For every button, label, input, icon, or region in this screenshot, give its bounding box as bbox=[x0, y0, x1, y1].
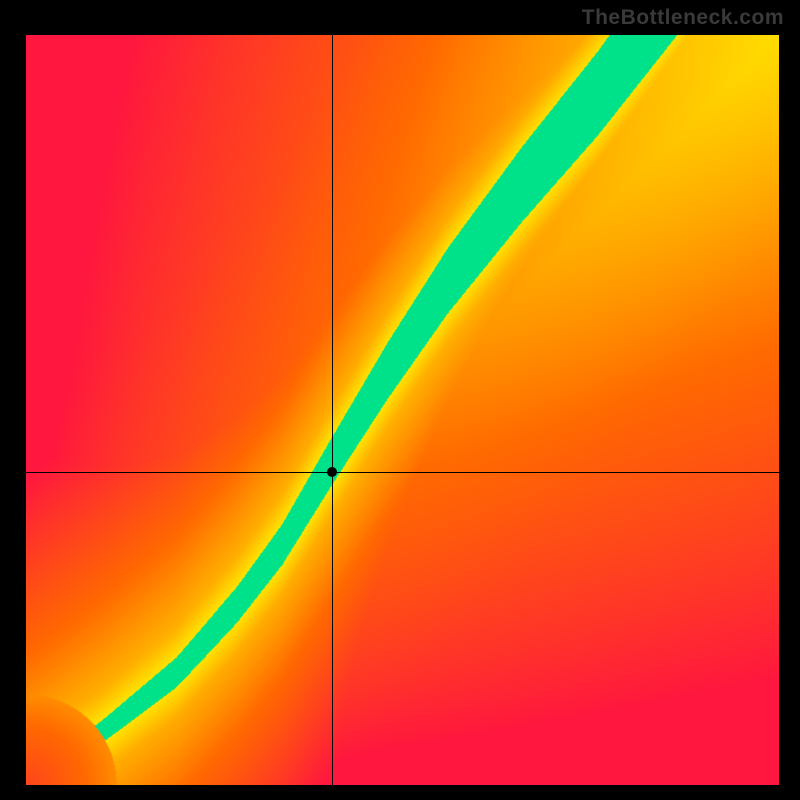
crosshair-vertical bbox=[332, 35, 333, 785]
plot-frame bbox=[26, 35, 779, 785]
watermark-text: TheBottleneck.com bbox=[582, 6, 784, 30]
crosshair-horizontal bbox=[26, 472, 779, 473]
chart-container: TheBottleneck.com bbox=[0, 0, 800, 800]
crosshair-marker bbox=[327, 467, 337, 477]
heatmap-canvas bbox=[26, 35, 779, 785]
